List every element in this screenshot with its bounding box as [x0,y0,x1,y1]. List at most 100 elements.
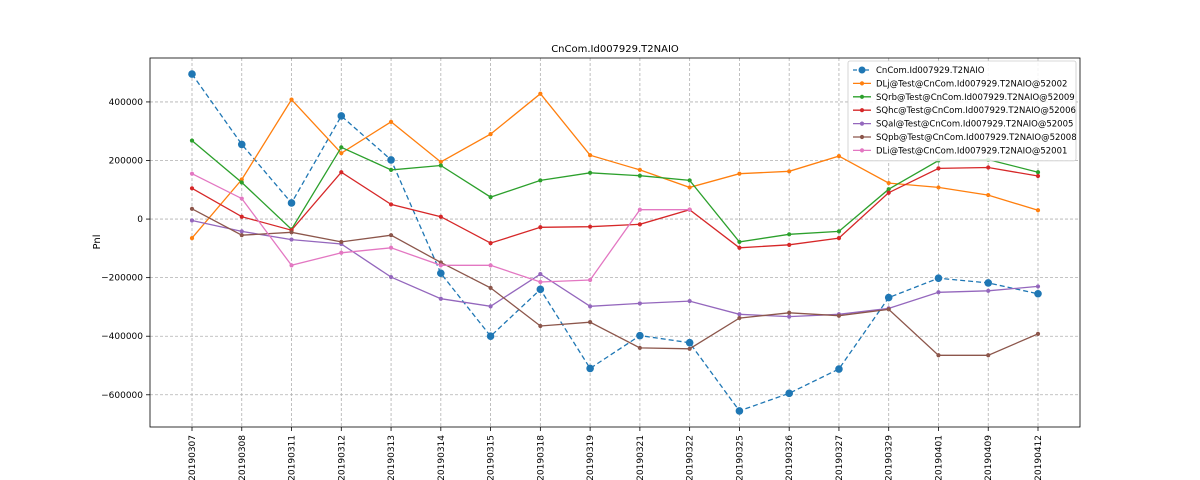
series-line [191,208,1039,356]
data-point [687,298,692,304]
data-point [588,320,593,325]
data-point [588,304,593,309]
data-point [986,353,991,358]
data-point [189,186,195,191]
data-point [438,159,443,165]
axis-layer: 20190307 20190308 20190311 20190312 20190313… [101,98,1044,480]
x-tick-label: 20190401 [934,435,944,480]
data-point [239,214,244,219]
data-point [189,206,195,211]
legend-swatch-marker [859,94,865,99]
data-point [886,190,891,195]
data-point [438,263,443,268]
y-tick-label: −400000 [101,332,143,342]
data-point [835,365,843,373]
data-point [986,165,991,170]
chart-title: CnCom.Id007929.T2NAIO [551,44,679,55]
data-point [438,163,443,168]
data-point [538,178,543,183]
data-point [787,314,792,319]
data-point [984,279,993,287]
data-point [337,112,346,120]
data-point [787,232,792,237]
data-point [886,180,891,186]
data-point [339,170,344,175]
data-point [737,239,742,245]
data-point [687,346,692,351]
data-point [488,263,493,268]
data-point [1035,208,1041,213]
data-point [388,245,394,250]
x-tick-label: 20190409 [984,435,994,480]
data-point [438,214,443,219]
data-point [388,233,394,238]
legend-swatch-marker [859,134,865,140]
data-point [488,240,493,246]
y-tick-label: 400000 [109,98,144,108]
data-point [189,218,195,223]
series-group [189,206,1041,358]
data-point [188,70,196,78]
data-point [239,196,244,201]
legend-label: SQpb@Test@CnCom.Id007929.T2NAIO@52008 [876,133,1077,143]
data-point [588,277,593,283]
data-point [339,250,344,255]
data-point [986,288,991,293]
series-group [189,165,1041,250]
y-tick-label: 0 [137,215,143,225]
x-tick-label: 20190322 [686,435,696,480]
data-point [438,260,443,265]
legend-label: SQrb@Test@CnCom.Id007929.T2NAIO@52009 [876,93,1075,103]
data-point [936,166,941,171]
data-point [387,156,395,164]
data-point [737,315,742,321]
data-point [936,353,941,358]
legend-label: SQhc@Test@CnCom.Id007929.T2NAIO@52006 [876,106,1076,116]
x-tick-label: 20190307 [188,435,198,480]
data-point [239,233,244,238]
data-point [1035,173,1041,179]
data-point [588,170,593,175]
data-point [787,310,792,315]
y-tick-label: 200000 [109,157,144,167]
data-point [588,224,593,229]
data-point [339,239,344,245]
data-point [538,225,543,230]
data-point [239,177,244,182]
data-point [637,301,642,306]
data-point [189,236,195,241]
data-point [637,345,642,351]
plot-frame [149,57,1081,428]
data-point [1035,284,1041,289]
data-point [388,167,394,172]
x-tick-label: 20190312 [337,435,347,480]
data-point [886,307,891,312]
data-point [239,229,244,234]
series-group [188,70,1042,415]
data-point [538,272,543,277]
data-point [289,230,294,235]
data-point [735,407,744,415]
data-point [636,331,644,340]
data-point [836,154,842,159]
data-point [1035,170,1041,175]
legend-swatch-marker [859,121,865,126]
data-point [538,279,543,285]
series-layer [188,70,1042,415]
legend: CnCom.Id007929.T2NAIO DLj@Test@CnCom.Id00… [847,60,1077,162]
data-point [538,323,543,329]
data-point [588,153,593,158]
data-point [685,338,694,347]
data-point [1034,289,1042,298]
data-point [1035,331,1041,336]
data-point [687,207,692,212]
x-tick-label: 20190311 [288,435,298,480]
data-point [637,167,642,172]
data-point [339,151,344,156]
data-point [289,97,294,102]
data-point [836,229,842,234]
data-point [488,132,493,137]
x-tick-label: 20190308 [238,435,248,480]
